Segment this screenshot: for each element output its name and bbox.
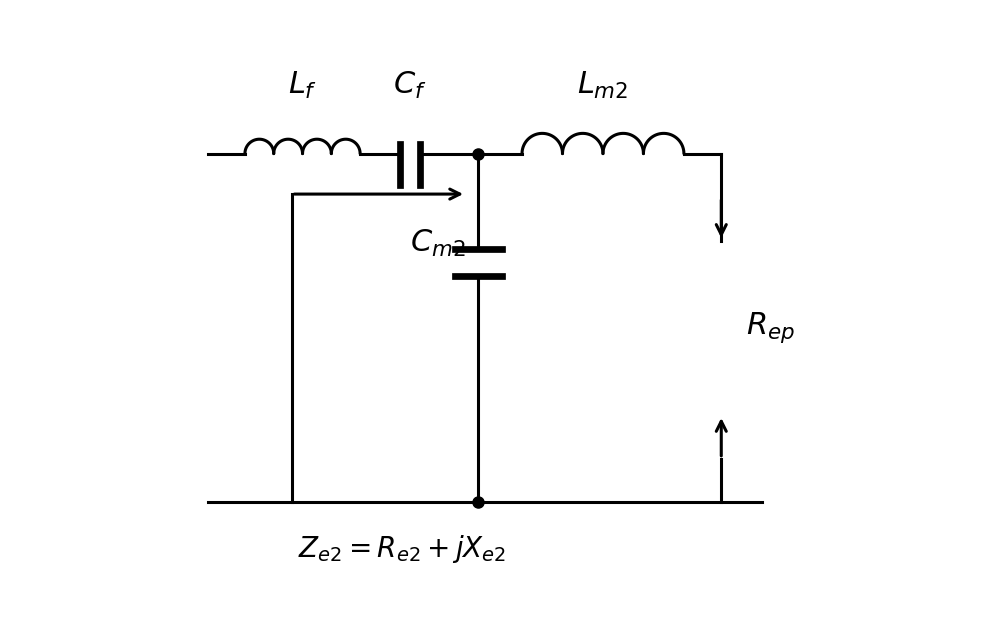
- Text: $C_f$: $C_f$: [393, 69, 427, 101]
- Text: $R_{ep}$: $R_{ep}$: [746, 310, 795, 345]
- Text: $Z_{e2} = R_{e2} + jX_{e2}$: $Z_{e2} = R_{e2} + jX_{e2}$: [297, 533, 506, 565]
- Text: $C_{m2}$: $C_{m2}$: [410, 228, 465, 259]
- Text: $L_{m2}$: $L_{m2}$: [577, 69, 628, 101]
- Text: $L_f$: $L_f$: [288, 69, 317, 101]
